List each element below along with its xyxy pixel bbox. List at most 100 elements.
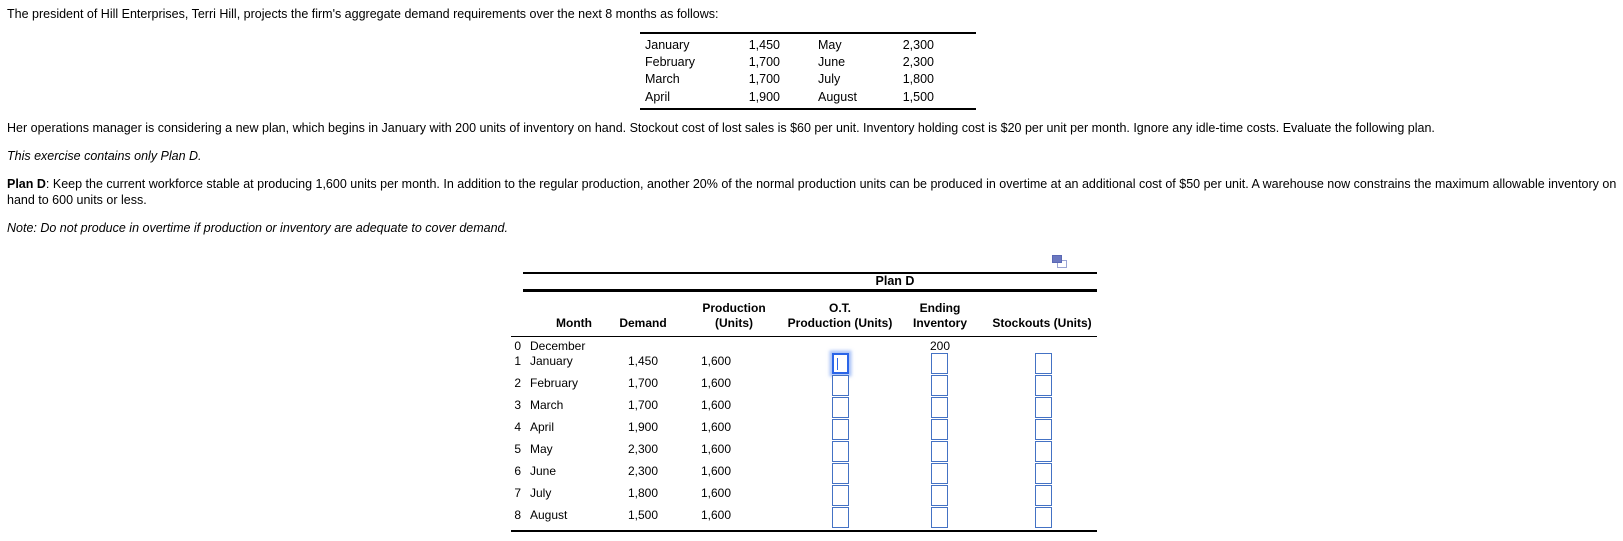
demand-table-row: April 1,900 August 1,500: [640, 89, 976, 106]
column-header-stockouts: Stockouts (Units): [992, 316, 1092, 330]
demand-value: 1,500: [902, 89, 934, 104]
demand-month-label: August: [818, 89, 857, 104]
row-number: 2: [514, 376, 521, 390]
demand-month-label: April: [645, 89, 671, 104]
demand-month-label: February: [645, 55, 696, 70]
plan-table-body: 0 December 200 1 January 1,450 1,600 2 F…: [0, 338, 1623, 529]
ot-production-input[interactable]: [832, 419, 849, 440]
demand-value: 1,700: [748, 55, 780, 70]
row-demand-value: 1,500: [627, 508, 659, 522]
row-production-value: 1,600: [700, 486, 732, 500]
ot-production-input[interactable]: [832, 507, 849, 528]
row-demand-value: 1,700: [627, 398, 659, 412]
ending-inventory-input[interactable]: [931, 463, 948, 484]
table-title-rule: [523, 288, 1097, 292]
table-row: 6 June 2,300 1,600: [0, 463, 1623, 485]
demand-month-label: June: [818, 55, 846, 70]
stockouts-input[interactable]: [1035, 507, 1052, 528]
stockouts-input[interactable]: [1035, 485, 1052, 506]
demand-value: 1,450: [748, 38, 780, 52]
ending-inventory-input[interactable]: [931, 485, 948, 506]
row-month: August: [530, 508, 568, 522]
demand-month-label: July: [818, 72, 841, 87]
popout-icon-front-square: [1052, 255, 1062, 263]
intro-paragraph: The president of Hill Enterprises, Terri…: [7, 7, 719, 21]
row-number: 8: [514, 508, 521, 522]
stockouts-input[interactable]: [1035, 441, 1052, 462]
column-header-production-line1: Production: [702, 301, 766, 315]
row-number: 0: [514, 339, 521, 353]
row-month: January: [530, 354, 573, 368]
stockouts-input[interactable]: [1035, 353, 1052, 374]
row-production-value: 1,600: [700, 376, 732, 390]
row-production-value: 1,600: [700, 354, 732, 368]
demand-table-rows: January 1,450 May 2,300 February 1,700 J…: [640, 37, 976, 106]
row-number: 6: [514, 464, 521, 478]
demand-month-label: January: [645, 38, 690, 52]
plan-d-label: Plan D: [7, 177, 46, 191]
ending-inventory-input[interactable]: [931, 419, 948, 440]
demand-month-label: March: [645, 72, 680, 87]
demand-value: 2,300: [902, 55, 934, 70]
plan-d-paragraph: Plan D: Keep the current workforce stabl…: [7, 176, 1619, 208]
row-production-value: 1,600: [700, 464, 732, 478]
demand-value: 1,700: [748, 72, 780, 87]
demand-table-row: January 1,450 May 2,300: [640, 37, 976, 54]
row-production-value: 1,600: [700, 442, 732, 456]
row-demand-value: 1,800: [627, 486, 659, 500]
row-production-value: 1,600: [700, 508, 732, 522]
stockouts-input[interactable]: [1035, 375, 1052, 396]
column-header-demand: Demand: [619, 316, 667, 330]
column-header-ot-line2: Production (Units): [787, 316, 893, 330]
ending-inventory-input[interactable]: [931, 353, 948, 374]
popout-icon[interactable]: [1052, 255, 1068, 269]
row-number: 4: [514, 420, 521, 434]
row-production-value: 1,600: [700, 420, 732, 434]
demand-value: 1,900: [748, 89, 780, 104]
row-number: 5: [514, 442, 521, 456]
table-row: 2 February 1,700 1,600: [0, 375, 1623, 397]
table-header-rule: [511, 335, 1097, 337]
demand-month-label: May: [818, 38, 842, 52]
table-top-rule: [523, 272, 1097, 274]
demand-requirements-table: January 1,450 May 2,300 February 1,700 J…: [640, 32, 976, 110]
row-demand-value: 2,300: [627, 464, 659, 478]
plan-d-text: : Keep the current workforce stable at p…: [7, 177, 1617, 207]
row-month: April: [530, 420, 555, 434]
exercise-note: This exercise contains only Plan D.: [7, 149, 202, 163]
column-header-ending-line1: Ending: [919, 301, 961, 315]
row-demand-value: 2,300: [627, 442, 659, 456]
demand-table-row: March 1,700 July 1,800: [640, 71, 976, 88]
ot-production-input[interactable]: [832, 441, 849, 462]
column-header-ot-line1: O.T.: [828, 301, 851, 315]
ot-production-input[interactable]: [832, 375, 849, 396]
column-header-ending-line2: Inventory: [912, 316, 967, 330]
ending-inventory-input[interactable]: [931, 375, 948, 396]
demand-value: 1,800: [902, 72, 934, 87]
table-row: 1 January 1,450 1,600: [0, 353, 1623, 375]
ending-inventory-input[interactable]: [931, 507, 948, 528]
ot-production-input[interactable]: [832, 463, 849, 484]
ot-production-input[interactable]: [832, 353, 849, 374]
column-header-production: Production (Units): [692, 301, 776, 331]
table-row: 7 July 1,800 1,600: [0, 485, 1623, 507]
table-row: 4 April 1,900 1,600: [0, 419, 1623, 441]
demand-table-row: February 1,700 June 2,300: [640, 54, 976, 71]
popout-icon-back-square: [1057, 260, 1067, 268]
initial-inventory-value: 200: [929, 339, 951, 353]
ending-inventory-input[interactable]: [931, 397, 948, 418]
ending-inventory-input[interactable]: [931, 441, 948, 462]
ot-production-input[interactable]: [832, 485, 849, 506]
ot-production-input[interactable]: [832, 397, 849, 418]
stockouts-input[interactable]: [1035, 463, 1052, 484]
plan-table-title: Plan D: [875, 274, 915, 288]
row-month: December: [530, 339, 586, 353]
row-number: 7: [514, 486, 521, 500]
stockouts-input[interactable]: [1035, 419, 1052, 440]
table-row: 0 December 200: [0, 338, 1623, 353]
stockouts-input[interactable]: [1035, 397, 1052, 418]
row-demand-value: 1,700: [627, 376, 659, 390]
row-month: July: [530, 486, 552, 500]
manager-paragraph: Her operations manager is considering a …: [7, 121, 1435, 135]
table-row: 5 May 2,300 1,600: [0, 441, 1623, 463]
